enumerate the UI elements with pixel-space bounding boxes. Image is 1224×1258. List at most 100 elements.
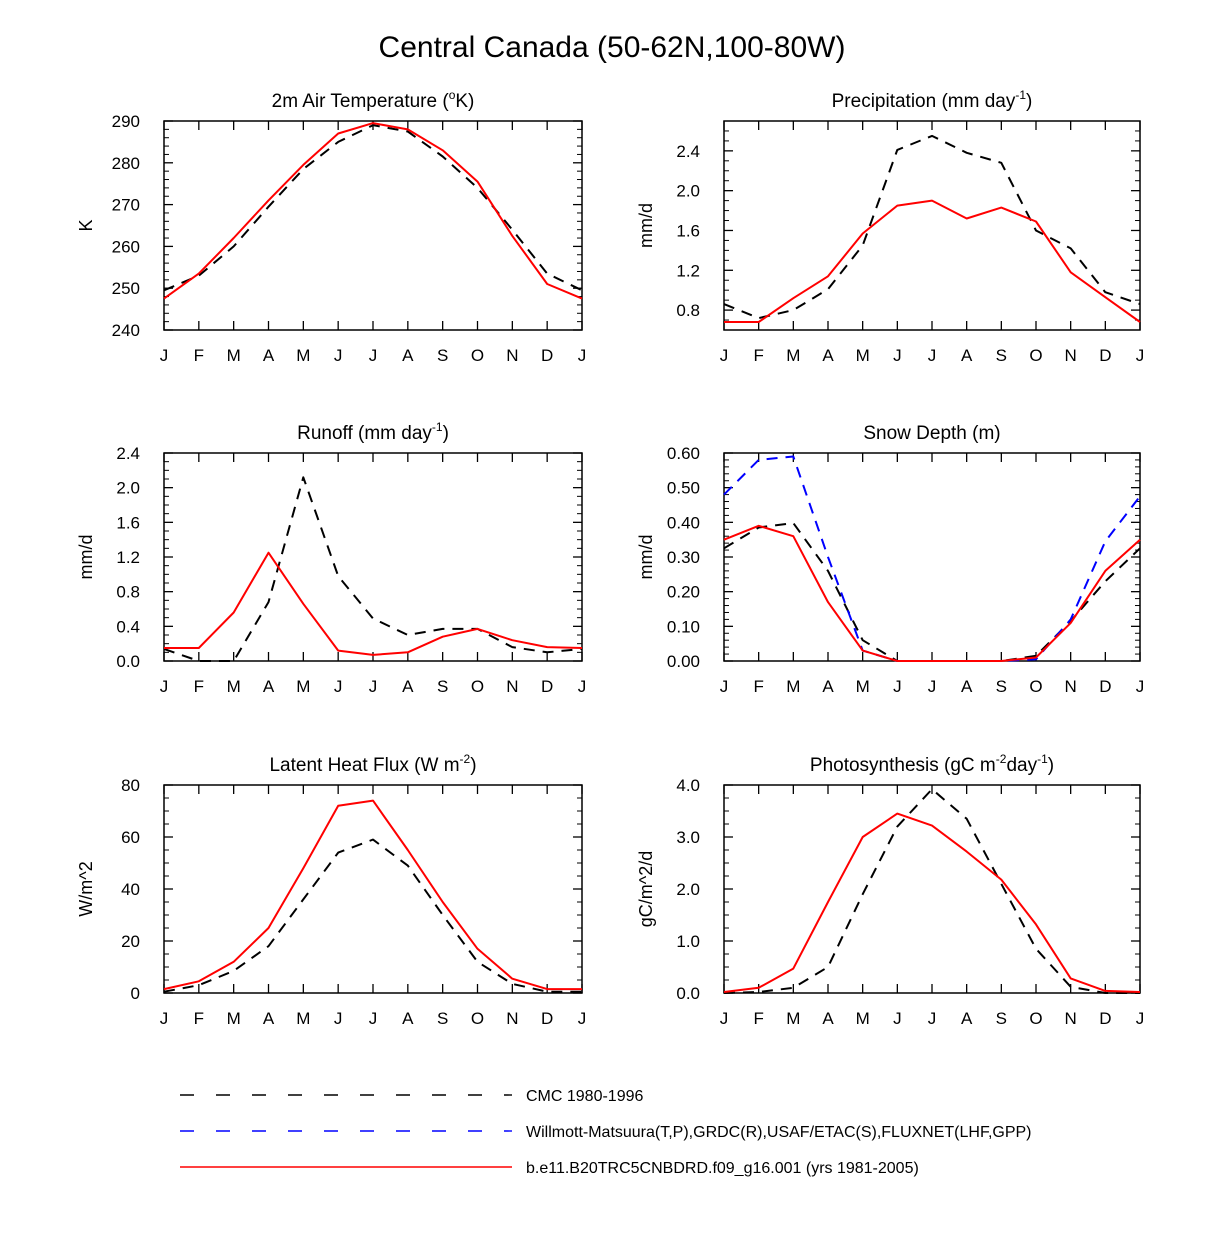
x-tick-label: J bbox=[928, 346, 937, 365]
y-tick-label: 0.60 bbox=[667, 444, 700, 463]
x-tick-label: M bbox=[296, 677, 310, 696]
y-tick-label: 0.8 bbox=[676, 301, 700, 320]
y-tick-label: 0.0 bbox=[116, 652, 140, 671]
x-tick-label: J bbox=[893, 1009, 902, 1028]
x-tick-label: M bbox=[786, 677, 800, 696]
y-tick-label: 4.0 bbox=[676, 776, 700, 795]
x-tick-label: A bbox=[822, 677, 834, 696]
x-tick-label: A bbox=[263, 677, 275, 696]
series-line-cmc bbox=[163, 838, 582, 993]
y-tick-label: 2.0 bbox=[676, 880, 700, 899]
x-tick-label: N bbox=[1065, 677, 1077, 696]
legend-entry-obs: Willmott-Matsuura(T,P),GRDC(R),USAF/ETAC… bbox=[180, 1124, 1032, 1141]
panel-title-main: Latent Heat Flux (W m bbox=[269, 755, 459, 776]
x-tick-label: A bbox=[822, 1009, 834, 1028]
series-line-model bbox=[724, 199, 1141, 323]
x-tick-label: F bbox=[753, 346, 763, 365]
y-tick-label: 0.50 bbox=[667, 479, 700, 498]
x-tick-label: J bbox=[334, 677, 343, 696]
panel-title-tail: ) bbox=[1026, 91, 1032, 112]
x-tick-label: J bbox=[369, 1009, 378, 1028]
panel-title-tail-2: ) bbox=[1048, 755, 1054, 776]
x-tick-label: J bbox=[893, 346, 902, 365]
x-tick-label: N bbox=[1065, 1009, 1077, 1028]
panel-title-main: Precipitation (mm day bbox=[832, 91, 1016, 112]
y-tick-label: 0.40 bbox=[667, 513, 700, 532]
chart-panel-6: Photosynthesis (gC m-2day-1) gC/m^2/d J F M A… bbox=[636, 752, 1144, 1028]
y-tick-label: 270 bbox=[112, 196, 140, 215]
x-tick-label: M bbox=[227, 1009, 241, 1028]
y-tick-label: 260 bbox=[112, 237, 140, 256]
x-tick-label: F bbox=[753, 677, 763, 696]
x-tick-label: M bbox=[227, 346, 241, 365]
x-tick-label: M bbox=[296, 1009, 310, 1028]
y-tick-label: 2.4 bbox=[116, 444, 140, 463]
x-tick-label: S bbox=[996, 346, 1007, 365]
y-tick-label: 1.2 bbox=[676, 261, 700, 280]
x-tick-label: S bbox=[996, 1009, 1007, 1028]
x-tick-label: M bbox=[856, 1009, 870, 1028]
series-line-model bbox=[163, 799, 582, 991]
panel-title-tail: ) bbox=[443, 423, 449, 444]
panel-title-superscript: o bbox=[449, 88, 456, 102]
y-axis-label: mm/d bbox=[636, 535, 656, 580]
y-tick-label: 0.30 bbox=[667, 548, 700, 567]
y-axis-label: W/m^2 bbox=[76, 861, 96, 916]
panel-title-tail: ) bbox=[470, 755, 476, 776]
panel-title-superscript: -2 bbox=[996, 752, 1007, 766]
y-tick-label: 240 bbox=[112, 321, 140, 340]
series-line-model bbox=[163, 122, 583, 300]
panel-title: Precipitation (mm day-1) bbox=[832, 88, 1033, 112]
chart-panel-1: 2m Air Temperature (oK) K J F M A M J J A S O N D J 240… bbox=[76, 88, 586, 365]
x-tick-label: J bbox=[160, 346, 169, 365]
x-tick-label: J bbox=[160, 677, 169, 696]
y-tick-label: 80 bbox=[121, 776, 140, 795]
y-tick-label: 1.0 bbox=[676, 932, 700, 951]
plot-frame bbox=[163, 120, 583, 331]
x-tick-label: J bbox=[334, 1009, 343, 1028]
x-tick-label: A bbox=[402, 346, 414, 365]
legend-label-cmc: CMC 1980-1996 bbox=[526, 1088, 644, 1105]
x-tick-label: M bbox=[856, 677, 870, 696]
x-tick-label: D bbox=[541, 677, 553, 696]
panel-title-tail: K) bbox=[455, 91, 474, 112]
series-line-cmc bbox=[723, 788, 1140, 994]
y-tick-label: 3.0 bbox=[676, 828, 700, 847]
panel-title: Runoff (mm day-1) bbox=[297, 420, 449, 444]
x-tick-label: A bbox=[263, 1009, 275, 1028]
y-tick-label: 40 bbox=[121, 880, 140, 899]
series-line-cmc bbox=[163, 476, 583, 662]
x-tick-label: J bbox=[578, 1009, 587, 1028]
legend-entry-model: b.e11.B20TRC5CNBDRD.f09_g16.001 (yrs 198… bbox=[180, 1160, 919, 1177]
x-tick-label: J bbox=[720, 346, 729, 365]
y-tick-label: 0.20 bbox=[667, 583, 700, 602]
x-tick-label: F bbox=[194, 346, 204, 365]
series-line-obs bbox=[723, 455, 1141, 662]
y-tick-label: 0.00 bbox=[667, 652, 700, 671]
x-tick-label: D bbox=[1099, 1009, 1111, 1028]
x-tick-label: M bbox=[227, 677, 241, 696]
y-tick-label: 0 bbox=[131, 984, 140, 1003]
plot-frame bbox=[163, 784, 583, 994]
plot-frame bbox=[723, 120, 1141, 331]
x-tick-label: S bbox=[437, 346, 448, 365]
x-tick-label: J bbox=[893, 677, 902, 696]
x-tick-label: M bbox=[296, 346, 310, 365]
y-axis-label: K bbox=[76, 219, 96, 231]
legend-label-model: b.e11.B20TRC5CNBDRD.f09_g16.001 (yrs 198… bbox=[526, 1160, 919, 1177]
x-tick-label: A bbox=[961, 1009, 973, 1028]
x-tick-label: O bbox=[471, 346, 484, 365]
x-tick-label: A bbox=[961, 677, 973, 696]
x-tick-label: O bbox=[1029, 1009, 1042, 1028]
y-tick-label: 60 bbox=[121, 828, 140, 847]
y-tick-label: 1.6 bbox=[676, 221, 700, 240]
x-tick-label: N bbox=[506, 1009, 518, 1028]
x-tick-label: J bbox=[578, 677, 587, 696]
legend-label-obs: Willmott-Matsuura(T,P),GRDC(R),USAF/ETAC… bbox=[526, 1124, 1032, 1141]
x-tick-label: S bbox=[437, 1009, 448, 1028]
chart-panel-3: Runoff (mm day-1) mm/d J F M A M J J A S O N D J 0.0 0.4… bbox=[76, 420, 586, 696]
panel-title-tail: day bbox=[1006, 755, 1037, 776]
y-tick-label: 250 bbox=[112, 279, 140, 298]
chart-panel-4: Snow Depth (m) mm/d J F M A M J J A S O N D J 0.00 0.10 0… bbox=[636, 423, 1144, 696]
